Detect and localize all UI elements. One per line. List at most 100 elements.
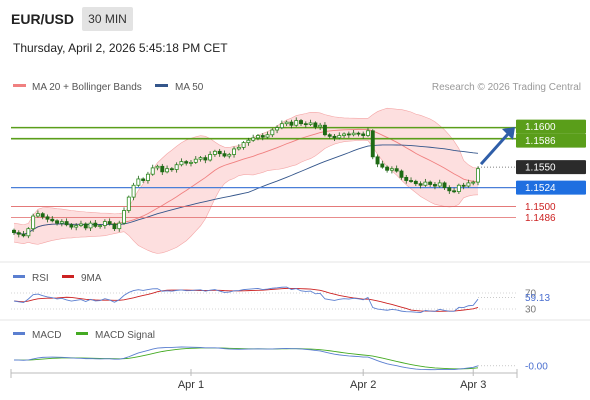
macd-legend-swatch: [13, 332, 25, 335]
candle: [299, 118, 303, 127]
ma20-legend-label: MA 20 + Bollinger Bands: [32, 82, 142, 93]
candle-body: [45, 216, 50, 220]
chart-header: EUR/USD 30 MIN Thursday, April 2, 2026 5…: [0, 0, 590, 72]
rsi-ma-legend-swatch: [62, 275, 74, 278]
candle-body: [332, 135, 337, 139]
candle-body: [50, 218, 55, 222]
candle: [169, 167, 174, 172]
candle-body: [442, 182, 447, 189]
candle-body: [69, 224, 74, 228]
candle-body: [428, 181, 433, 185]
candle-body: [150, 167, 155, 175]
candle: [160, 163, 165, 175]
ma50-legend-swatch: [155, 84, 168, 87]
candle-body: [471, 181, 476, 184]
candle: [40, 212, 45, 220]
candle: [193, 156, 198, 164]
candle-body: [208, 154, 213, 161]
candle-body: [184, 161, 189, 164]
candle: [337, 132, 342, 140]
candle-body: [461, 184, 466, 187]
candle-body: [31, 215, 36, 230]
candle: [385, 165, 390, 173]
candle-body: [256, 135, 260, 139]
candle-body: [299, 120, 303, 125]
candle: [203, 155, 208, 164]
candle: [217, 148, 222, 157]
candle: [308, 119, 313, 127]
candle-body: [251, 137, 256, 141]
rsi-legend-label: RSI: [32, 273, 49, 284]
candle-body: [294, 120, 299, 126]
candle: [236, 144, 241, 151]
candle: [79, 220, 83, 228]
candle: [93, 220, 98, 228]
candle-body: [447, 187, 452, 192]
rsi-legend: RSI 9MA: [13, 273, 102, 284]
candle: [227, 152, 232, 159]
candle: [198, 156, 203, 162]
timeframe-button[interactable]: 30 MIN: [82, 7, 133, 31]
candle: [313, 121, 318, 130]
candle: [356, 131, 361, 137]
candle: [145, 171, 150, 184]
candle: [189, 160, 193, 167]
candle-body: [246, 139, 251, 144]
candle-body: [179, 161, 184, 166]
level-tag-1.1550: [516, 160, 586, 175]
candle: [50, 216, 55, 223]
candle-body: [35, 213, 40, 217]
candle-body: [423, 181, 428, 186]
projection-arrow-line: [479, 132, 510, 166]
candle: [270, 128, 275, 138]
macd-signal-legend-swatch: [76, 332, 88, 335]
candle: [246, 137, 251, 146]
candle: [12, 228, 16, 235]
ma20-legend-swatch: [13, 84, 26, 87]
candle-body: [337, 135, 342, 139]
candle: [456, 183, 461, 194]
candle-body: [380, 163, 385, 168]
candle: [241, 141, 246, 150]
rsi-last-value: 59.13: [525, 293, 550, 304]
candle: [404, 175, 409, 184]
candle: [98, 223, 103, 229]
time-axis: Apr 1 Apr 2 Apr 3: [178, 369, 486, 391]
macd-legend: MACD MACD Signal: [13, 330, 155, 341]
candle: [26, 227, 31, 239]
candle: [141, 177, 146, 183]
candle-body: [432, 184, 437, 187]
candle: [380, 160, 385, 169]
candle: [117, 220, 122, 232]
candle: [59, 219, 64, 227]
candle-body: [174, 164, 179, 170]
candle: [174, 162, 179, 173]
candle-body: [389, 168, 394, 171]
bollinger-band-fill: [14, 108, 478, 254]
candle: [222, 150, 227, 158]
rsi-level-label-70: 70: [525, 289, 537, 300]
candle-body: [83, 223, 88, 229]
candle-body: [193, 158, 198, 163]
rsi-level-label-30: 30: [525, 305, 537, 316]
candle-body: [155, 165, 160, 169]
candle: [45, 214, 50, 223]
candle-body: [26, 228, 31, 237]
candle-body: [74, 225, 79, 228]
candle-body: [227, 154, 232, 157]
candle-body: [346, 133, 351, 136]
candle: [131, 182, 136, 201]
candle-body: [102, 221, 107, 226]
time-tick-label: Apr 1: [178, 379, 204, 391]
candle-body: [409, 180, 413, 182]
candle-body: [107, 221, 112, 225]
candle-body: [279, 123, 284, 129]
candle-body: [55, 220, 60, 224]
candle: [303, 121, 308, 128]
candle: [322, 122, 327, 137]
copyright-label: Research © 2026 Trading Central: [432, 82, 581, 93]
candle-body: [241, 142, 246, 148]
candle: [102, 219, 107, 229]
candle: [471, 180, 476, 186]
candle: [375, 154, 380, 168]
